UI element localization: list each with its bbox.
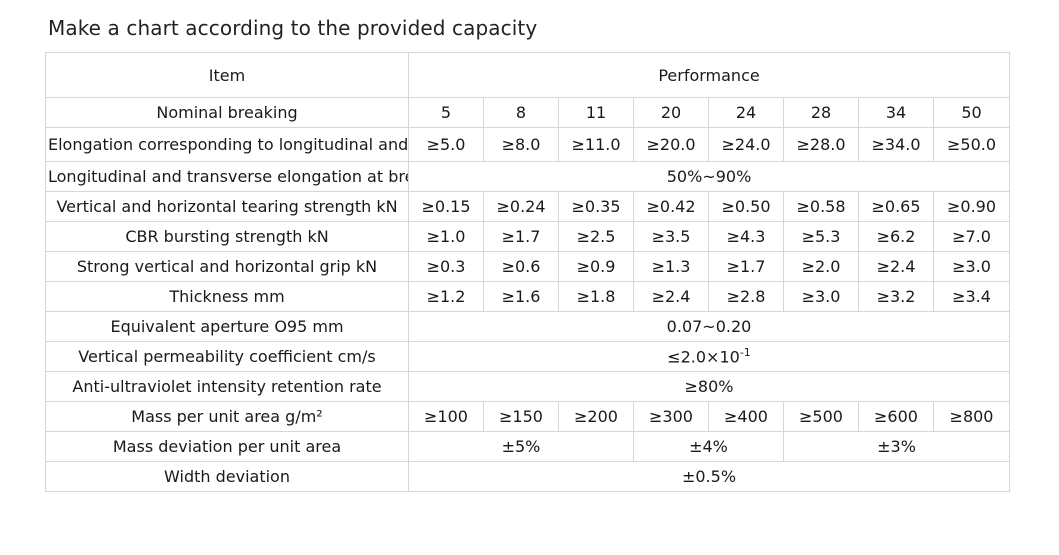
cell: ≥2.4 — [858, 251, 934, 282]
table-row: Anti-ultraviolet intensity retention rat… — [45, 371, 1011, 402]
cell: ≥3.2 — [858, 281, 934, 312]
cell: 34 — [858, 97, 934, 128]
row-label: Thickness mm — [45, 281, 409, 312]
cell: ≥7.0 — [932, 221, 1011, 252]
row-label: CBR bursting strength kN — [45, 221, 409, 252]
header-performance: Performance — [407, 52, 1011, 98]
cell: ≥20.0 — [633, 127, 709, 162]
table-row: Nominal breaking 5 8 11 20 24 28 34 50 — [45, 97, 1011, 128]
cell: ≥50.0 — [932, 127, 1011, 162]
cell: ±0.5% — [407, 461, 1011, 492]
cell: ≥8.0 — [483, 127, 559, 162]
row-label: Vertical permeability coefficient cm/s — [45, 341, 409, 372]
table-row: CBR bursting strength kN ≥1.0 ≥1.7 ≥2.5 … — [45, 221, 1011, 252]
permeability-base: ≤2.0×10 — [667, 347, 740, 367]
cell: 50 — [932, 97, 1011, 128]
cell: ≥2.8 — [708, 281, 784, 312]
cell: ≥100 — [408, 401, 484, 432]
cell: ≥34.0 — [858, 127, 934, 162]
permeability-exponent: -1 — [739, 346, 751, 360]
cell: ±5% — [408, 431, 634, 462]
cell: ≥150 — [483, 401, 559, 432]
cell: 8 — [483, 97, 559, 128]
cell: ≥80% — [407, 371, 1011, 402]
cell: ≥3.0 — [932, 251, 1011, 282]
cell: ≥0.50 — [708, 191, 784, 222]
cell: ≥300 — [633, 401, 709, 432]
table-row: Thickness mm ≥1.2 ≥1.6 ≥1.8 ≥2.4 ≥2.8 ≥3… — [45, 281, 1011, 312]
table-row: Longitudinal and transverse elongation a… — [45, 161, 1011, 192]
cell: ≥0.3 — [408, 251, 484, 282]
cell: ≥1.7 — [708, 251, 784, 282]
header-row: Item Performance — [45, 52, 1011, 98]
table-row: Width deviation ±0.5% — [45, 461, 1011, 492]
table-row: Equivalent aperture O95 mm 0.07~0.20 — [45, 311, 1011, 342]
cell: ≥0.9 — [558, 251, 634, 282]
row-label: Strong vertical and horizontal grip kN — [45, 251, 409, 282]
cell: ±3% — [782, 431, 1011, 462]
cell: ±4% — [633, 431, 784, 462]
cell: ≥1.0 — [408, 221, 484, 252]
row-label: Nominal breaking — [45, 97, 409, 128]
cell: ≥1.6 — [483, 281, 559, 312]
cell: ≥11.0 — [558, 127, 634, 162]
row-label: Width deviation — [45, 461, 409, 492]
cell: ≥500 — [783, 401, 859, 432]
table-row: Elongation corresponding to longitudinal… — [45, 127, 1011, 162]
cell: ≥2.4 — [633, 281, 709, 312]
cell: ≥0.6 — [483, 251, 559, 282]
row-label: Longitudinal and transverse elongation a… — [45, 161, 409, 192]
table-row: Mass per unit area g/m² ≥100 ≥150 ≥200 ≥… — [45, 401, 1011, 432]
cell: ≥3.0 — [783, 281, 859, 312]
table-row: Vertical permeability coefficient cm/s ≤… — [45, 341, 1011, 372]
cell: ≥400 — [708, 401, 784, 432]
cell: ≥800 — [932, 401, 1011, 432]
cell: ≥3.5 — [633, 221, 709, 252]
table-row: Mass deviation per unit area ±5% ±4% ±3% — [45, 431, 1011, 462]
cell: ≥5.3 — [783, 221, 859, 252]
spec-table: Item Performance Nominal breaking 5 8 11… — [45, 52, 1011, 492]
cell: ≥0.35 — [558, 191, 634, 222]
cell: ≥1.3 — [633, 251, 709, 282]
cell: ≥24.0 — [708, 127, 784, 162]
cell: 5 — [408, 97, 484, 128]
header-item: Item — [45, 52, 409, 98]
cell: 28 — [783, 97, 859, 128]
cell: 50%~90% — [407, 161, 1011, 192]
cell: ≥5.0 — [408, 127, 484, 162]
page-title: Make a chart according to the provided c… — [48, 16, 538, 40]
table-row: Strong vertical and horizontal grip kN ≥… — [45, 251, 1011, 282]
cell: ≥1.2 — [408, 281, 484, 312]
cell: ≥0.42 — [633, 191, 709, 222]
cell: 11 — [558, 97, 634, 128]
row-label: Vertical and horizontal tearing strength… — [45, 191, 409, 222]
cell: ≥28.0 — [783, 127, 859, 162]
cell: ≥0.90 — [932, 191, 1011, 222]
cell: ≥0.24 — [483, 191, 559, 222]
row-label: Anti-ultraviolet intensity retention rat… — [45, 371, 409, 402]
row-label: Mass per unit area g/m² — [45, 401, 409, 432]
table-row: Vertical and horizontal tearing strength… — [45, 191, 1011, 222]
cell: ≥0.15 — [408, 191, 484, 222]
cell: ≥6.2 — [858, 221, 934, 252]
cell: 24 — [708, 97, 784, 128]
cell: ≥4.3 — [708, 221, 784, 252]
cell: 20 — [633, 97, 709, 128]
cell: ≥600 — [858, 401, 934, 432]
cell: ≤2.0×10-1 — [407, 341, 1011, 372]
row-label: Mass deviation per unit area — [45, 431, 409, 462]
cell: ≥0.58 — [783, 191, 859, 222]
cell: ≥2.5 — [558, 221, 634, 252]
row-label: Elongation corresponding to longitudinal… — [45, 127, 409, 162]
row-label: Equivalent aperture O95 mm — [45, 311, 409, 342]
cell: ≥3.4 — [932, 281, 1011, 312]
cell: ≥0.65 — [858, 191, 934, 222]
cell: ≥2.0 — [783, 251, 859, 282]
cell: ≥1.8 — [558, 281, 634, 312]
cell: 0.07~0.20 — [407, 311, 1011, 342]
cell: ≥1.7 — [483, 221, 559, 252]
cell: ≥200 — [558, 401, 634, 432]
